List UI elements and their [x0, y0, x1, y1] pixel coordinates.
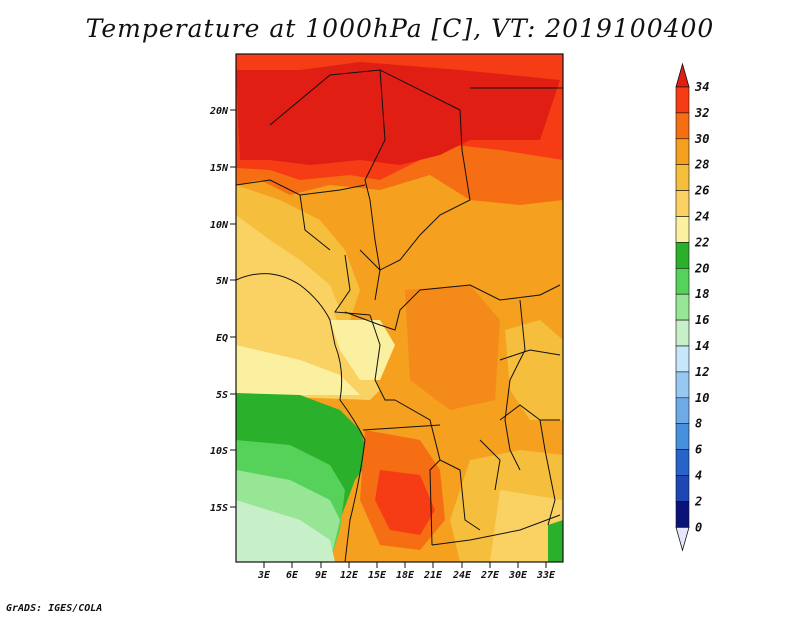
colorbar-label: 30: [694, 132, 709, 146]
lon-axis: [263, 562, 547, 568]
colorbar-swatch: [675, 371, 690, 399]
colorbar-label: 26: [694, 184, 709, 198]
colorbar-swatch: [675, 319, 690, 347]
colorbar-swatch: [675, 242, 690, 269]
colorbar-swatch: [675, 267, 690, 295]
lon-tick-label: 9E: [315, 570, 328, 581]
colorbar-swatch: [675, 345, 690, 373]
colorbar-label: 22: [694, 235, 709, 249]
colorbar-swatch: [675, 190, 690, 217]
footer-credit: GrADS: IGES/COLA: [6, 603, 103, 614]
lon-tick-label: 30E: [508, 570, 528, 581]
lon-tick-label: 3E: [257, 570, 271, 581]
lat-tick-label: EQ: [216, 333, 228, 344]
colorbar-swatch: [675, 293, 690, 321]
colorbar-swatch: [675, 423, 690, 450]
lat-tick-label: 15N: [210, 163, 229, 174]
colorbar-swatch: [675, 449, 690, 476]
lat-tick-label: 20N: [209, 106, 229, 117]
colorbar-label: 28: [694, 158, 709, 172]
colorbar-label: 0: [695, 520, 702, 534]
colorbar-label: 32: [694, 106, 709, 120]
colorbar-label: 16: [695, 313, 709, 327]
colorbar-swatch: [675, 397, 690, 424]
colorbar-swatch: [675, 475, 690, 502]
colorbar-swatch: [675, 164, 690, 191]
lon-tick-label: 27E: [480, 570, 500, 581]
colorbar-label: 4: [695, 469, 702, 483]
colorbar-swatch: [675, 112, 690, 140]
lon-tick-label: 18E: [396, 570, 415, 581]
colorbar-swatch: [675, 86, 690, 114]
colorbar-label: 6: [695, 443, 702, 457]
colorbar-label: 24: [694, 210, 709, 224]
colorbar-top-arrow: [675, 62, 690, 88]
colorbar-swatch: [675, 501, 690, 528]
colorbar-label: 18: [695, 287, 709, 301]
plot-title: Temperature at 1000hPa [C], VT: 20191004…: [85, 14, 715, 43]
lon-tick-label: 15E: [368, 570, 387, 581]
lat-tick-label: 5N: [216, 276, 229, 287]
country-borders: [236, 69, 563, 562]
colorbar-label: 20: [694, 261, 709, 275]
colorbar-label: 34: [694, 80, 709, 94]
lon-tick-labels: 3E 6E 9E 12E 15E 18E 21E 24E 27E 30E 33E: [257, 570, 556, 581]
lat-axis: [230, 109, 236, 508]
lat-tick-label: 5S: [216, 390, 228, 401]
colorbar-swatch: [675, 138, 690, 166]
colorbar-label: 10: [695, 391, 709, 405]
lon-tick-label: 6E: [286, 570, 299, 581]
colorbar-label: 12: [695, 365, 709, 379]
lon-tick-label: 12E: [340, 570, 359, 581]
lon-tick-label: 24E: [452, 570, 472, 581]
colorbar-label: 2: [694, 494, 702, 508]
lat-tick-label: 10N: [210, 220, 229, 231]
lat-tick-labels: 20N 15N 10N 5N EQ 5S 10S 15S: [209, 106, 229, 514]
colorbar-label: 8: [695, 417, 702, 431]
map-frame: [235, 53, 564, 563]
colorbar-label: 14: [695, 339, 709, 353]
colorbar-swatch: [675, 216, 690, 243]
lat-tick-label: 10S: [210, 446, 228, 457]
lat-tick-label: 15S: [210, 503, 228, 514]
temperature-field: [236, 54, 563, 562]
lon-tick-label: 33E: [536, 570, 556, 581]
colorbar-bottom-arrow: [675, 526, 690, 552]
lon-tick-label: 21E: [423, 570, 443, 581]
